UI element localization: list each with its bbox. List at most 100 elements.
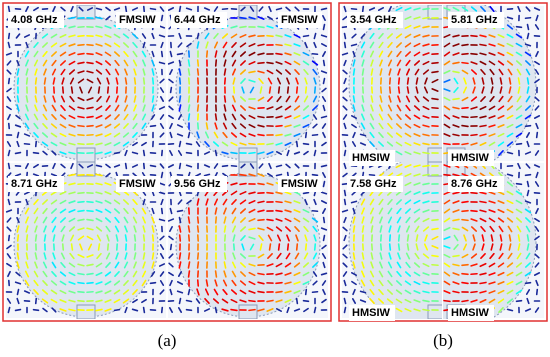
field-arrow (266, 191, 274, 195)
field-arrow (304, 234, 308, 242)
field-arrow (230, 141, 238, 147)
field-arrow (222, 41, 228, 49)
field-arrow (276, 252, 282, 260)
field-arrow (33, 132, 39, 138)
field-arrow (187, 234, 191, 242)
field-arrow (534, 217, 540, 223)
field-arrow (285, 163, 291, 169)
field-arrow (452, 173, 460, 177)
field-arrow (6, 244, 12, 250)
field-arrow (443, 114, 451, 120)
field-arrow (342, 114, 348, 120)
field-arrow (516, 225, 522, 233)
field-arrow (159, 271, 165, 277)
field-arrow (268, 243, 272, 251)
field-arrow (24, 50, 30, 58)
field-arrow (257, 281, 265, 285)
field-arrow (239, 42, 247, 48)
field-arrow (293, 52, 301, 56)
field-arrow (104, 60, 112, 66)
field-arrow (267, 96, 273, 102)
field-arrow (294, 252, 300, 260)
field-arrow (213, 288, 219, 296)
field-arrow (312, 114, 318, 120)
field-arrow (422, 164, 430, 168)
field-arrow (266, 226, 274, 232)
field-arrow (33, 41, 39, 49)
field-arrow (422, 7, 430, 11)
field-arrow (257, 290, 265, 294)
field-arrow (285, 226, 291, 232)
field-arrow (461, 61, 469, 65)
field-arrow (526, 297, 530, 305)
field-arrow (51, 307, 57, 313)
field-arrow (498, 95, 504, 103)
field-arrow (104, 217, 112, 223)
field-arrow (413, 34, 421, 38)
field-arrow (223, 234, 227, 242)
field-arrow (51, 113, 57, 121)
field-arrow (248, 227, 256, 231)
field-arrow (293, 151, 301, 155)
field-arrow (132, 132, 138, 138)
field-arrow (33, 207, 39, 215)
field-arrow (535, 122, 539, 130)
field-arrow (524, 114, 532, 120)
field-arrow (413, 217, 421, 223)
field-arrow (275, 173, 283, 177)
field-arrow (222, 172, 228, 178)
field-arrow (397, 86, 401, 94)
field-arrow (395, 280, 403, 286)
field-arrow (470, 34, 478, 38)
field-arrow (132, 33, 138, 39)
field-arrow (168, 253, 174, 259)
field-arrow (284, 200, 292, 204)
field-arrow (320, 43, 328, 47)
field-arrow (461, 52, 469, 56)
field-arrow (452, 115, 460, 119)
field-arrow (370, 59, 374, 67)
field-arrow (320, 115, 328, 119)
field-arrow (95, 7, 103, 11)
field-arrow (535, 207, 539, 215)
field-arrow (431, 245, 439, 249)
field-arrow (405, 68, 411, 76)
field-arrow (461, 43, 469, 47)
field-arrow (284, 209, 292, 213)
field-arrow (387, 279, 393, 287)
field-arrow (497, 217, 505, 223)
field-arrow (25, 41, 29, 49)
field-arrow (205, 198, 209, 206)
field-arrow (284, 124, 292, 128)
field-arrow (159, 78, 165, 84)
field-arrow (321, 123, 327, 129)
field-arrow (443, 262, 451, 268)
field-arrow (68, 217, 76, 223)
field-arrow (275, 281, 283, 285)
field-arrow (525, 217, 531, 223)
field-arrow (293, 190, 301, 196)
field-arrow (77, 115, 85, 119)
field-arrow (516, 95, 522, 103)
field-arrow (534, 307, 540, 313)
field-arrow (524, 43, 532, 47)
field-arrow (240, 77, 246, 85)
field-arrow (23, 191, 31, 195)
field-arrow (535, 171, 539, 179)
field-arrow (388, 225, 392, 233)
field-arrow (186, 42, 192, 48)
field-arrow (6, 141, 12, 147)
field-arrow (413, 133, 421, 137)
field-arrow (239, 51, 247, 57)
field-arrow (343, 297, 347, 305)
field-arrow (515, 199, 523, 205)
field-arrow (443, 199, 451, 205)
field-arrow (267, 172, 273, 178)
field-arrow (124, 162, 128, 170)
field-arrow (275, 105, 283, 111)
field-arrow (159, 163, 165, 169)
field-arrow (141, 279, 147, 287)
field-arrow (304, 86, 308, 94)
field-arrow (405, 104, 411, 112)
field-arrow (196, 261, 200, 269)
